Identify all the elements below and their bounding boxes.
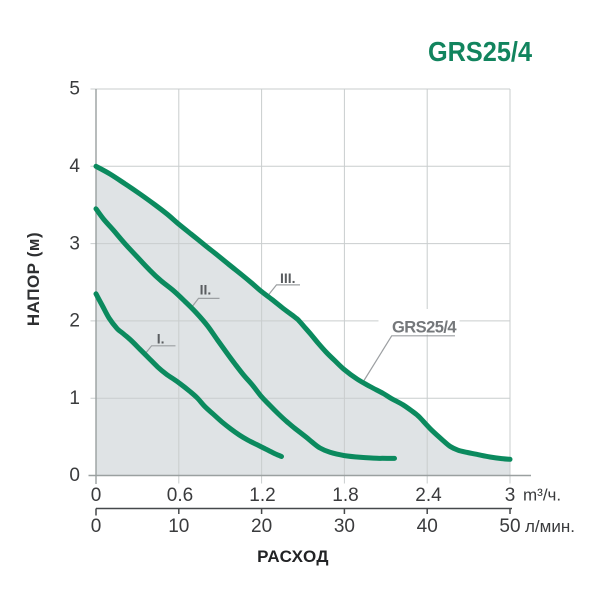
svg-text:II.: II. bbox=[200, 281, 212, 297]
svg-text:GRS25/4: GRS25/4 bbox=[428, 36, 532, 67]
svg-text:50: 50 bbox=[499, 516, 520, 537]
svg-text:GRS25/4: GRS25/4 bbox=[392, 319, 457, 337]
svg-text:20: 20 bbox=[251, 516, 272, 537]
svg-text:40: 40 bbox=[417, 516, 438, 537]
svg-text:л/мин.: л/мин. bbox=[525, 517, 575, 536]
svg-text:РАСХОД: РАСХОД bbox=[257, 547, 329, 566]
svg-text:10: 10 bbox=[168, 516, 189, 537]
svg-text:3: 3 bbox=[69, 234, 80, 255]
svg-text:1.2: 1.2 bbox=[249, 485, 275, 506]
svg-text:0: 0 bbox=[69, 465, 80, 486]
svg-text:2.4: 2.4 bbox=[415, 485, 442, 506]
svg-text:4: 4 bbox=[69, 156, 80, 177]
svg-text:30: 30 bbox=[334, 516, 355, 537]
svg-text:0: 0 bbox=[91, 516, 102, 537]
svg-text:5: 5 bbox=[69, 79, 80, 100]
svg-text:1.8: 1.8 bbox=[332, 485, 358, 506]
svg-text:1: 1 bbox=[69, 388, 80, 409]
svg-text:I.: I. bbox=[157, 330, 165, 346]
svg-text:3: 3 bbox=[505, 485, 516, 506]
svg-text:III.: III. bbox=[280, 270, 296, 286]
svg-text:2: 2 bbox=[69, 311, 80, 332]
svg-text:НАПОР (м): НАПОР (м) bbox=[24, 232, 43, 326]
svg-text:0.6: 0.6 bbox=[167, 485, 193, 506]
svg-text:m³/ч.: m³/ч. bbox=[523, 486, 561, 505]
svg-text:0: 0 bbox=[91, 485, 102, 506]
